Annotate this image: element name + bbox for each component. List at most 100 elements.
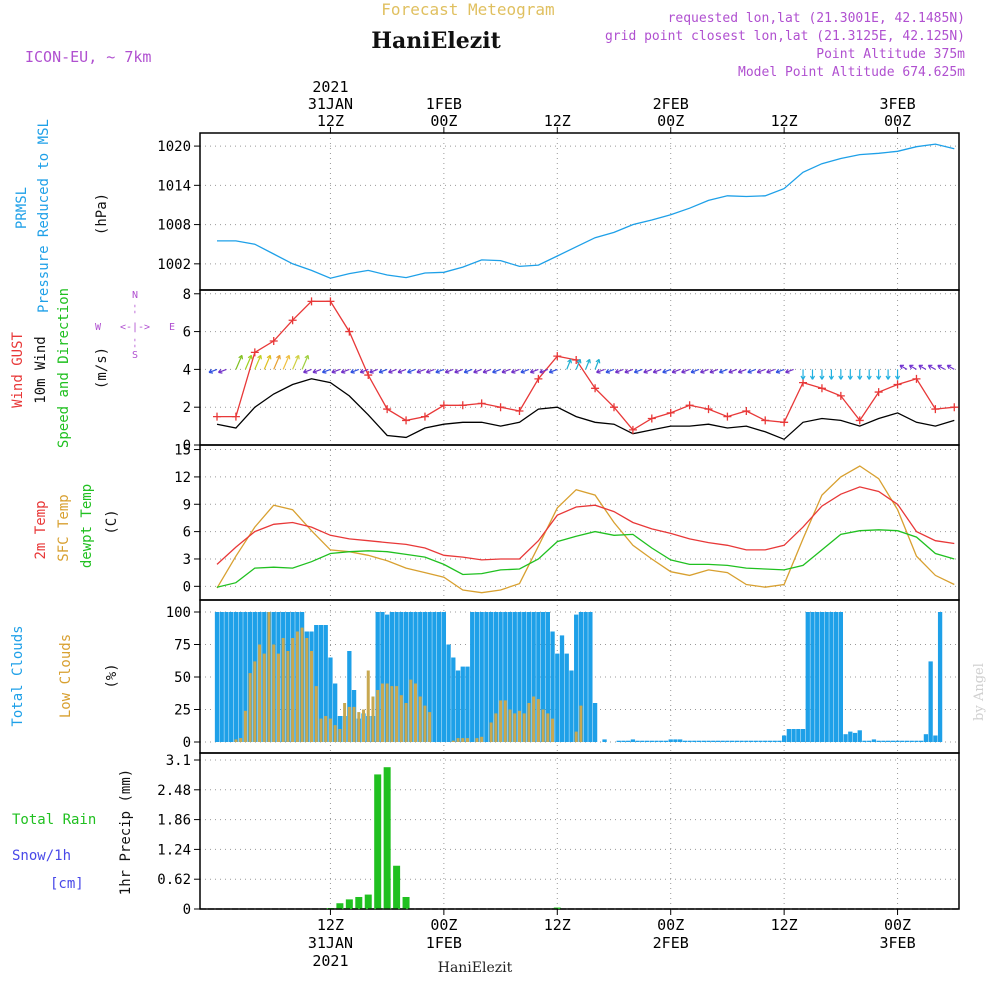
- total-clouds-bar: [909, 740, 914, 742]
- low-clouds-bar: [362, 709, 366, 742]
- total-clouds-bar: [389, 612, 395, 742]
- total-clouds-bar: [323, 625, 328, 742]
- label-ms: (m/s): [94, 347, 110, 389]
- wind-direction-arrow: [728, 368, 738, 373]
- label-snow: Snow/1h: [12, 848, 71, 864]
- compass-e: E: [169, 322, 175, 333]
- wind-direction-arrow: [303, 368, 312, 373]
- y-tick-label: 2: [183, 400, 191, 416]
- low-clouds-bar: [428, 712, 432, 742]
- total-clouds-bar: [375, 612, 380, 742]
- wind-direction-arrow: [282, 355, 290, 370]
- low-clouds-bar: [418, 696, 422, 742]
- wind-direction-arrow: [738, 368, 747, 373]
- total-clouds-bar: [592, 703, 598, 742]
- total-clouds-bar: [545, 612, 550, 742]
- wind-direction-arrow: [218, 368, 227, 373]
- total-clouds-bar: [876, 740, 881, 742]
- y-tick-label: 0: [183, 735, 191, 751]
- total-clouds-bar: [819, 612, 825, 742]
- low-clouds-bar: [414, 683, 418, 742]
- wind-direction-arrowhead: [369, 368, 374, 374]
- top-axis-hour: 00Z: [884, 112, 911, 130]
- total-clouds-bar: [427, 612, 432, 742]
- low-clouds-bar: [276, 653, 280, 742]
- wind-direction-arrowhead: [937, 364, 942, 370]
- total-clouds-bar: [824, 612, 829, 742]
- total-clouds-bar: [772, 740, 777, 742]
- y-tick-label: 4: [183, 362, 191, 378]
- wind-direction-arrowhead: [359, 368, 365, 374]
- total-clouds-bar: [555, 653, 560, 742]
- low-clouds-bar: [239, 738, 243, 742]
- label-2m-temp: 2m Temp: [33, 500, 49, 559]
- low-clouds-bar: [546, 713, 550, 742]
- gust-marker: [912, 374, 921, 383]
- total-clouds-bar: [616, 740, 621, 742]
- wind-direction-arrowhead: [785, 368, 790, 374]
- wind-direction-arrowhead: [482, 368, 488, 374]
- wind-direction-arrowhead: [800, 375, 806, 380]
- total-clouds-bar: [418, 612, 423, 742]
- wind-direction-arrowhead: [728, 368, 733, 374]
- wind-direction-arrowhead: [838, 375, 844, 380]
- total-clouds-bar: [403, 612, 409, 742]
- rain-bar: [553, 907, 561, 909]
- wind-direction-arrowhead: [529, 368, 535, 374]
- gust-marker: [213, 412, 222, 421]
- top-axis-hour: 12Z: [317, 112, 344, 130]
- low-clouds-bar: [310, 651, 314, 742]
- wind-direction-arrowhead: [247, 354, 253, 360]
- total-clouds-bar: [649, 740, 654, 742]
- wind-direction-arrowhead: [501, 368, 507, 374]
- total-clouds-bar: [748, 740, 754, 742]
- wind-direction-arrow: [785, 368, 794, 373]
- total-clouds-bar: [885, 740, 891, 742]
- total-clouds-bar: [233, 612, 239, 742]
- wind-direction-arrow: [273, 355, 281, 370]
- wind-direction-arrowhead: [350, 368, 355, 374]
- wind-direction-arrowhead: [567, 358, 572, 364]
- compass-s: S: [132, 350, 138, 361]
- total-clouds-bar: [451, 657, 456, 742]
- panel-wind: 0 2 4 6 8: [183, 287, 960, 454]
- gust-marker: [874, 388, 883, 397]
- low-clouds-bar: [305, 638, 309, 742]
- gust-marker: [893, 380, 902, 389]
- panel-frame: [199, 132, 960, 291]
- bottom-axis-day: 3FEB: [879, 934, 915, 952]
- bottom-axis-day: 2FEB: [653, 934, 689, 952]
- low-clouds-bar: [248, 673, 252, 742]
- total-clouds-bar: [833, 612, 839, 742]
- label-cm: [cm]: [50, 876, 84, 892]
- low-clouds-bar: [371, 696, 375, 742]
- wind-direction-arrow: [341, 368, 350, 373]
- total-clouds-bar: [318, 625, 324, 742]
- low-clouds-bar: [347, 706, 351, 742]
- wind-direction-arrow: [899, 364, 908, 370]
- total-clouds-bar: [446, 644, 451, 742]
- wind-direction-arrow: [615, 368, 624, 373]
- wind-direction-arrow: [208, 368, 218, 373]
- gust-marker: [458, 401, 467, 410]
- total-clouds-bar: [507, 612, 513, 742]
- low-clouds-bar: [551, 718, 555, 742]
- top-axis-day: 1FEB: [426, 95, 462, 113]
- total-clouds-bar: [574, 614, 579, 742]
- total-clouds-bar: [488, 612, 494, 742]
- total-clouds-bar: [696, 740, 702, 742]
- wind-direction-arrowhead: [828, 375, 834, 380]
- gust-marker: [931, 405, 940, 414]
- y-tick-label: 1014: [157, 178, 191, 194]
- total-clouds-bar: [328, 657, 333, 742]
- gust-marker: [761, 416, 770, 425]
- wind-direction-arrow: [909, 364, 917, 370]
- wind-direction-arrowhead: [397, 368, 403, 374]
- total-clouds-bar: [715, 740, 721, 742]
- wind-direction-arrow: [937, 364, 946, 370]
- wind-compass: N -- W <-|-> E -- S: [95, 290, 175, 361]
- wind-gust-line: [217, 300, 955, 431]
- temp-2m-line: [216, 486, 955, 565]
- wind-direction-arrowhead: [908, 364, 914, 370]
- wind-direction-arrowhead: [463, 368, 469, 374]
